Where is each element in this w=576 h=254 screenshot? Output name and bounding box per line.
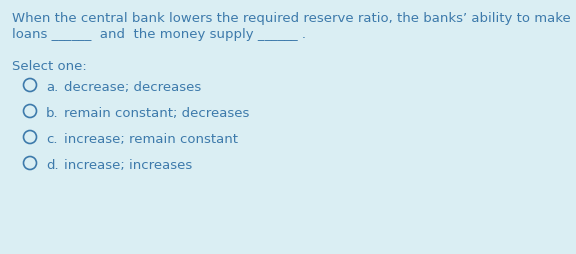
Text: a.: a.	[46, 81, 58, 94]
Text: d.: d.	[46, 159, 59, 172]
Text: remain constant; decreases: remain constant; decreases	[64, 107, 249, 120]
Text: Select one:: Select one:	[12, 60, 87, 73]
Text: decrease; decreases: decrease; decreases	[64, 81, 201, 94]
Text: increase; increases: increase; increases	[64, 159, 192, 172]
Text: b.: b.	[46, 107, 59, 120]
Text: increase; remain constant: increase; remain constant	[64, 133, 238, 146]
Text: loans ______  and  the money supply ______ .: loans ______ and the money supply ______…	[12, 28, 306, 41]
Text: When the central bank lowers the required reserve ratio, the banks’ ability to m: When the central bank lowers the require…	[12, 12, 571, 25]
Text: c.: c.	[46, 133, 58, 146]
